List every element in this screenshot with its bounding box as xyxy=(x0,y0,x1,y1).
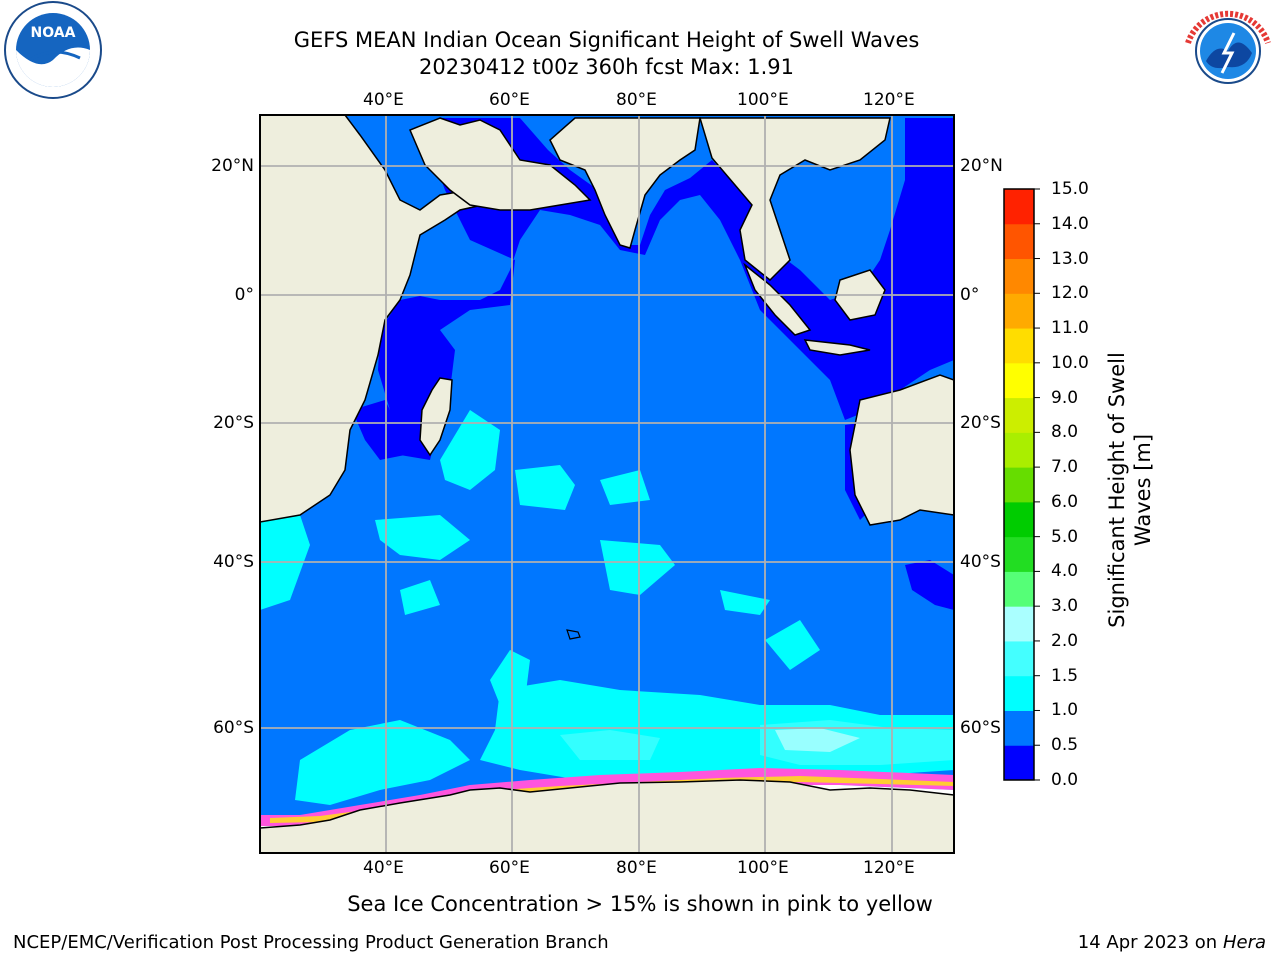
lon-tick-bottom-100e: 100°E xyxy=(737,858,789,878)
colorbar-label-line2: Waves [m] xyxy=(1131,433,1155,547)
colorbar-tick-label: 3.0 xyxy=(1051,596,1079,617)
colorbar-label: Significant Height of Swell Waves [m] xyxy=(1104,300,1156,680)
madagascar-channel-low-swell xyxy=(352,400,405,460)
colorbar-tick-label: 15.0 xyxy=(1051,179,1089,199)
gridlines xyxy=(260,115,954,853)
map-title: GEFS MEAN Indian Ocean Significant Heigh… xyxy=(293,28,920,52)
footer-host: Hera xyxy=(1222,932,1266,953)
land-masses xyxy=(260,115,954,853)
colorbar-frame xyxy=(1003,188,1035,781)
colorbar-label-line1: Significant Height of Swell xyxy=(1105,352,1129,628)
colorbar-segment xyxy=(1004,432,1034,468)
lat-tick-left-0: 0° xyxy=(234,285,254,305)
colorbar-segment xyxy=(1004,328,1034,364)
kerguelen-island xyxy=(566,629,581,640)
java xyxy=(803,339,871,356)
lon-tick-bottom-120e: 120°E xyxy=(863,858,915,878)
colorbar-segment xyxy=(1004,606,1034,642)
footer-date-text: 14 Apr 2023 on xyxy=(1077,932,1223,953)
arabian-peninsula xyxy=(409,117,592,211)
colorbar-tick-label: 14.0 xyxy=(1051,213,1089,234)
colorbar-segment xyxy=(1004,362,1034,399)
colorbar xyxy=(1004,188,1040,781)
lon-tick-bottom-40e: 40°E xyxy=(363,858,404,878)
lat-tick-right-60s: 60°S xyxy=(960,718,1001,738)
colorbar-segment xyxy=(1004,675,1034,711)
lat-tick-left-20s: 20°S xyxy=(213,413,254,433)
lat-tick-left-40s: 40°S xyxy=(213,552,254,572)
lat-tick-left-20n: 20°N xyxy=(211,156,254,176)
footer-date: 14 Apr 2023 on Hera xyxy=(1078,932,1266,954)
colorbar-segment xyxy=(1004,467,1034,503)
map-subtitle: 20230412 t00z 360h fcst Max: 1.91 xyxy=(419,55,794,79)
colorbar-tick-label: 9.0 xyxy=(1051,387,1079,408)
colorbar-segment xyxy=(1004,745,1034,781)
lon-tick-top-120e: 120°E xyxy=(863,90,915,110)
lon-tick-bottom-80e: 80°E xyxy=(616,858,657,878)
colorbar-segment xyxy=(1004,223,1034,260)
lon-tick-top-60e: 60°E xyxy=(489,90,530,110)
colorbar-segment xyxy=(1004,571,1034,607)
lon-tick-top-40e: 40°E xyxy=(363,90,404,110)
colorbar-segment xyxy=(1004,710,1034,746)
southern-australia-low-swell xyxy=(905,560,954,610)
nws-logo xyxy=(1176,3,1280,100)
footer-branch: NCEP/EMC/Verification Post Processing Pr… xyxy=(13,932,609,953)
lon-tick-top-100e: 100°E xyxy=(737,90,789,110)
colorbar-segment xyxy=(1004,501,1034,538)
madagascar xyxy=(419,377,453,457)
colorbar-tick-label: 0.0 xyxy=(1051,770,1079,790)
sea-ice-annotation: Sea Ice Concentration > 15% is shown in … xyxy=(347,892,933,916)
colorbar-tick-label: 1.0 xyxy=(1051,700,1079,721)
noaa-logo-text: NOAA xyxy=(31,25,76,41)
colorbar-tick-label: 4.0 xyxy=(1051,561,1079,582)
colorbar-segment xyxy=(1004,397,1034,433)
colorbar-segment xyxy=(1004,293,1034,329)
india xyxy=(549,117,701,249)
lat-tick-left-60s: 60°S xyxy=(213,718,254,738)
colorbar-tick-label: 2.0 xyxy=(1051,630,1079,651)
australia xyxy=(849,374,954,526)
colorbar-tick-label: 5.0 xyxy=(1051,526,1079,547)
lat-tick-right-0: 0° xyxy=(960,285,980,305)
colorbar-label-wrap: Significant Height of Swell Waves [m] xyxy=(1085,305,1175,675)
colorbar-tick-label: 7.0 xyxy=(1051,457,1079,478)
map-frame xyxy=(259,114,955,854)
colorbar-tick-label: 13.0 xyxy=(1051,248,1089,269)
colorbar-tick-label: 0.5 xyxy=(1051,735,1079,756)
colorbar-tick-label: 10.0 xyxy=(1051,352,1089,373)
map-panel xyxy=(260,115,954,853)
colorbar-tick-label: 11.0 xyxy=(1051,318,1089,339)
africa-arabia xyxy=(260,115,521,523)
noaa-logo: NOAA xyxy=(0,0,106,100)
lat-tick-right-20s: 20°S xyxy=(960,413,1001,433)
lon-tick-bottom-60e: 60°E xyxy=(489,858,530,878)
lat-tick-right-40s: 40°S xyxy=(960,552,1001,572)
lon-tick-top-80e: 80°E xyxy=(616,90,657,110)
colorbar-segment xyxy=(1004,258,1034,294)
colorbar-tick-label: 12.0 xyxy=(1051,283,1089,304)
lat-tick-right-20n: 20°N xyxy=(960,156,1003,176)
colorbar-tick-label: 1.5 xyxy=(1051,665,1079,686)
antarctica xyxy=(260,779,954,853)
colorbar-tick-label: 6.0 xyxy=(1051,491,1079,512)
colorbar-segment xyxy=(1004,189,1034,225)
colorbar-segment xyxy=(1004,536,1034,572)
colorbar-tick-label: 8.0 xyxy=(1051,422,1079,443)
swell-2-0-to-3-0 xyxy=(775,728,860,752)
southeast-asia xyxy=(698,117,891,282)
colorbar-segment xyxy=(1004,640,1034,677)
